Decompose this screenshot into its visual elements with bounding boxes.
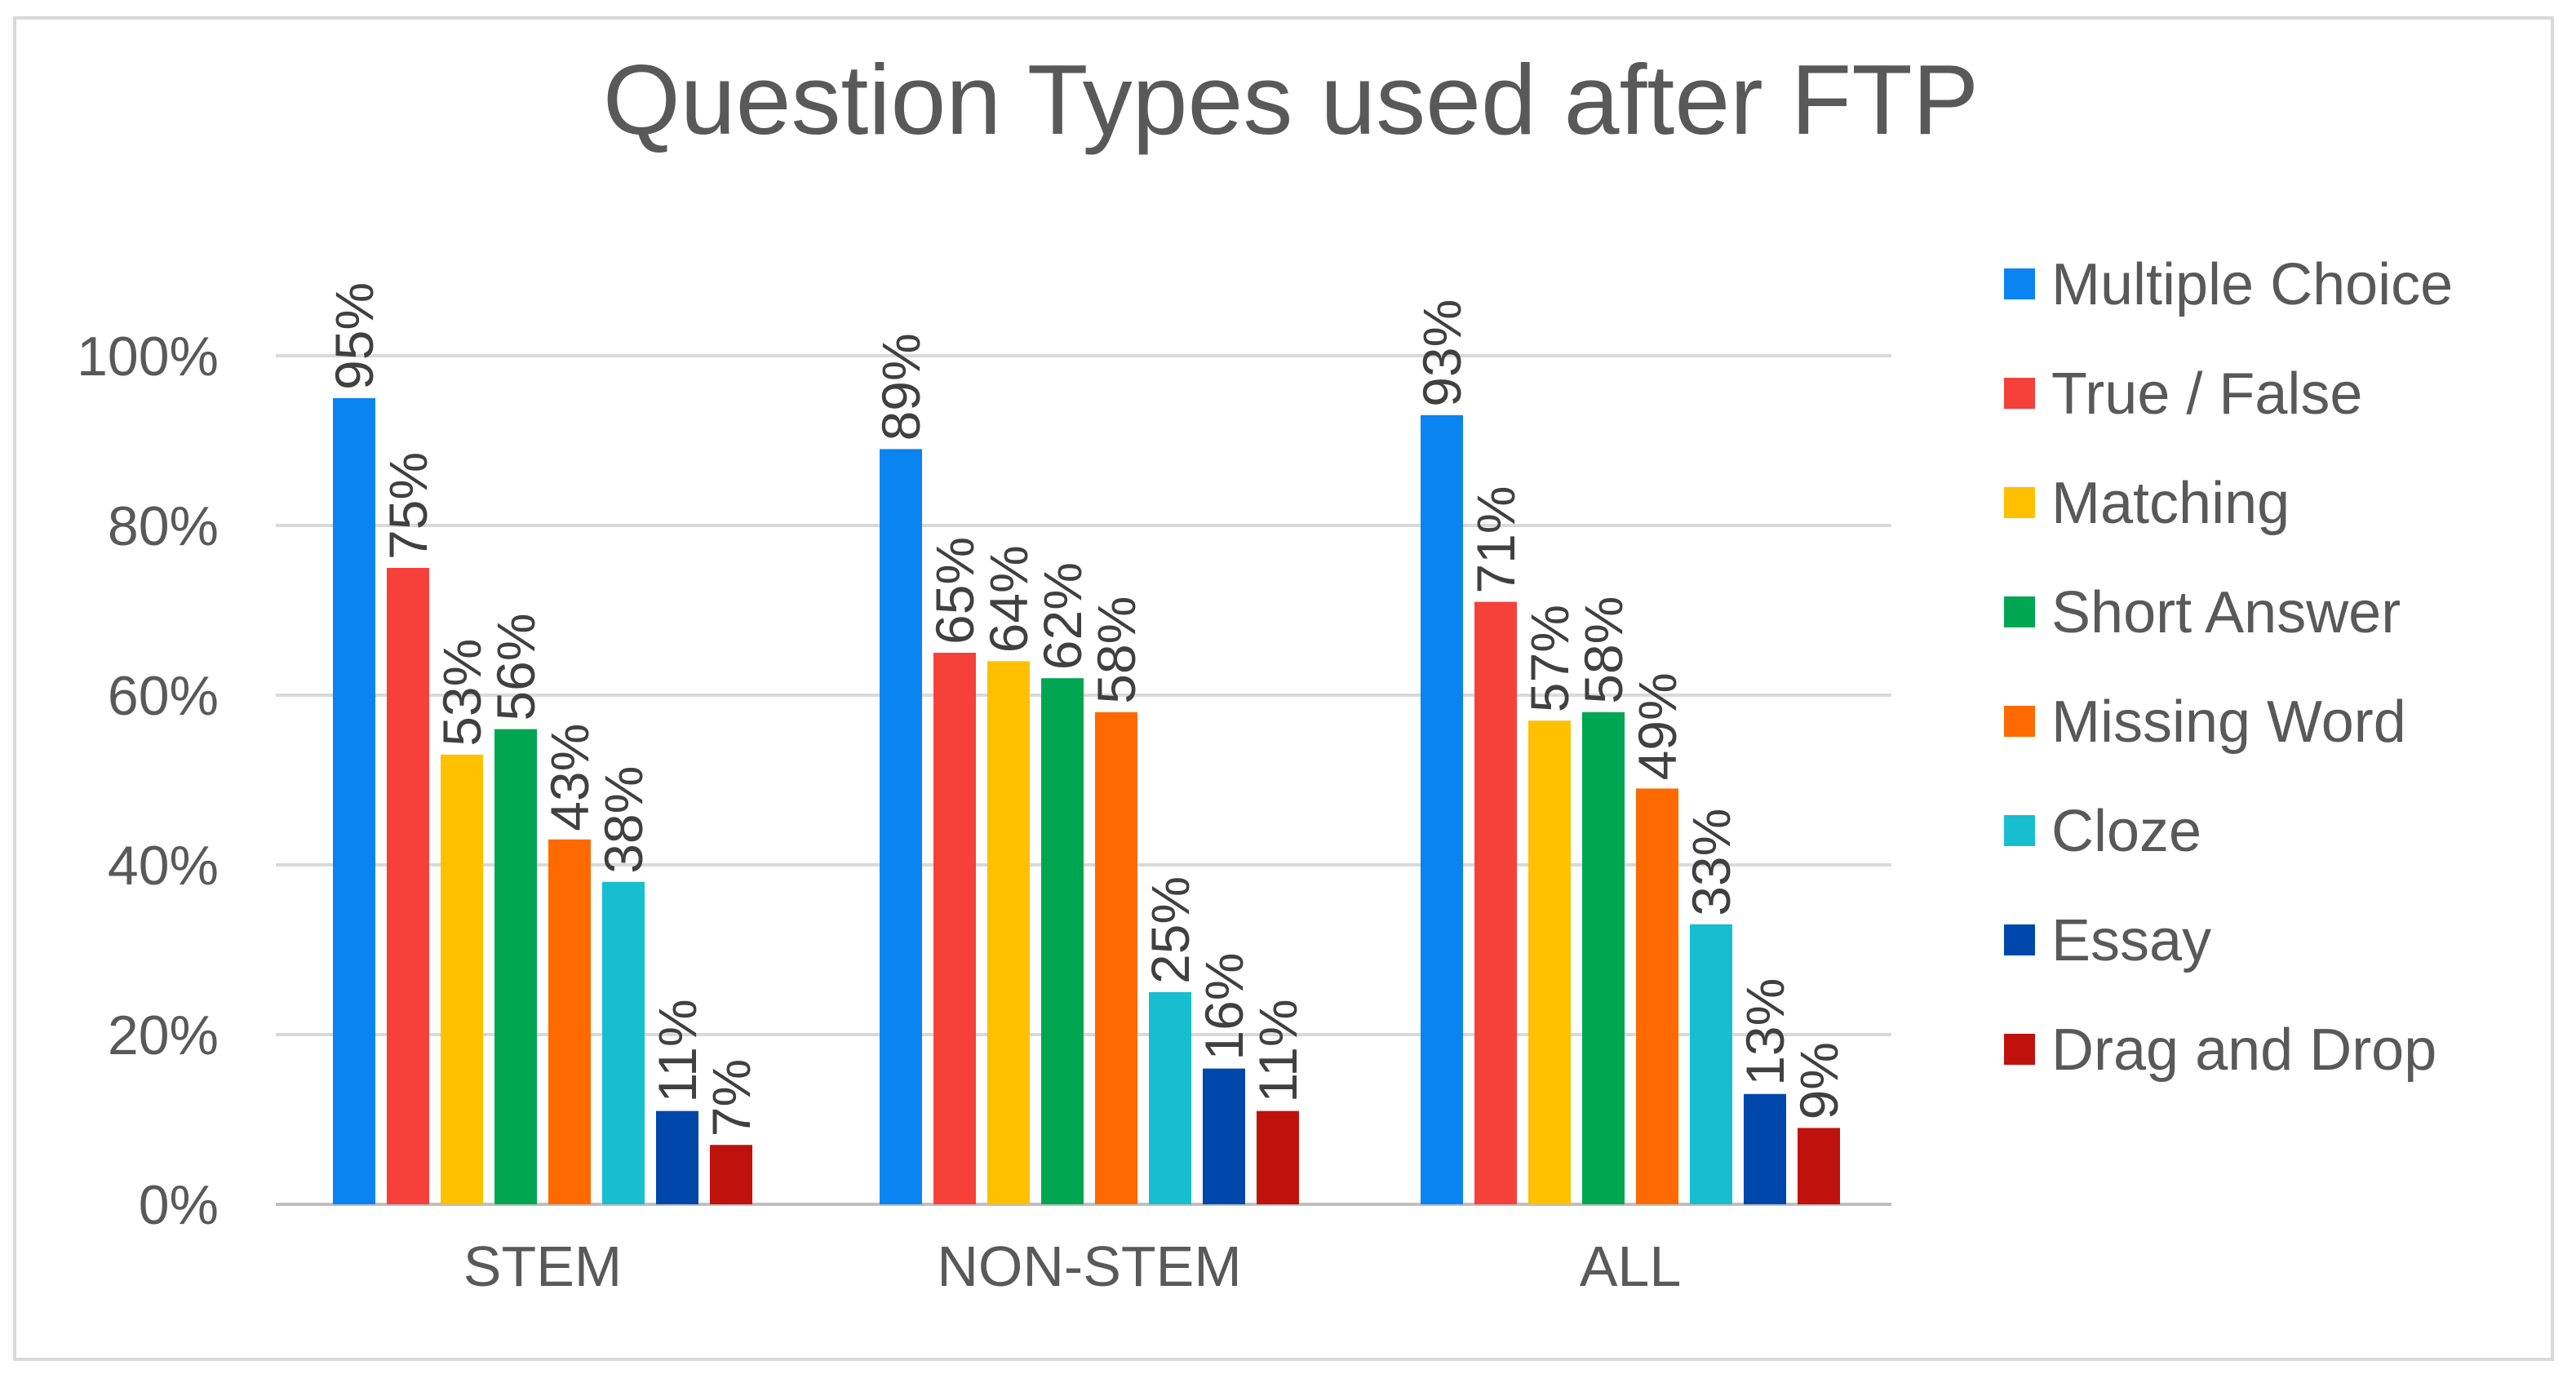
data-label: 62% bbox=[1032, 562, 1093, 670]
legend-label: Multiple Choice bbox=[2051, 252, 2453, 317]
data-label: 93% bbox=[1412, 299, 1472, 407]
bar-true-false-non-stem bbox=[933, 653, 976, 1204]
data-label: 71% bbox=[1465, 485, 1526, 593]
bar-matching-all bbox=[1528, 720, 1571, 1204]
category-label: ALL bbox=[1580, 1235, 1682, 1298]
data-label: 49% bbox=[1627, 672, 1687, 780]
data-label: 33% bbox=[1681, 809, 1741, 916]
data-label: 58% bbox=[1573, 596, 1634, 704]
data-label: 58% bbox=[1086, 596, 1146, 704]
bar-matching-stem bbox=[441, 754, 483, 1204]
legend-label: Cloze bbox=[2051, 799, 2201, 864]
legend-swatch bbox=[2004, 268, 2035, 299]
y-tick-label: 60% bbox=[108, 665, 219, 727]
bar-multiple-choice-stem bbox=[333, 398, 375, 1204]
chart-title: Question Types used after FTP bbox=[603, 44, 1979, 155]
data-label: 11% bbox=[1248, 999, 1308, 1102]
bar-drag-and-drop-stem bbox=[710, 1145, 752, 1204]
category-label: NON-STEM bbox=[937, 1235, 1241, 1298]
bar-cloze-all bbox=[1690, 924, 1732, 1204]
data-label: 95% bbox=[324, 282, 384, 390]
data-label: 7% bbox=[701, 1059, 761, 1137]
data-labels: 95%75%53%56%43%38%11%7%89%65%64%62%58%25… bbox=[324, 282, 1849, 1137]
legend-label: Essay bbox=[2051, 908, 2211, 973]
bar-multiple-choice-non-stem bbox=[880, 449, 922, 1204]
y-tick-label: 40% bbox=[108, 835, 219, 897]
legend: Multiple Choice True / False Matching Short… bbox=[2004, 252, 2453, 1083]
bar-short-answer-all bbox=[1582, 711, 1625, 1204]
bar-missing-word-all bbox=[1636, 788, 1678, 1204]
bar-drag-and-drop-non-stem bbox=[1257, 1110, 1299, 1204]
data-label: 75% bbox=[378, 452, 438, 560]
data-label: 53% bbox=[432, 639, 492, 747]
bar-cloze-non-stem bbox=[1149, 992, 1191, 1204]
data-label: 11% bbox=[647, 999, 707, 1102]
data-label: 16% bbox=[1194, 952, 1254, 1060]
data-label: 64% bbox=[978, 545, 1039, 653]
y-tick-label: 100% bbox=[77, 326, 219, 388]
legend-swatch bbox=[2004, 487, 2035, 518]
bar-true-false-stem bbox=[387, 568, 429, 1204]
legend-label: Matching bbox=[2051, 471, 2290, 536]
bar-essay-non-stem bbox=[1203, 1068, 1245, 1204]
legend-label: True / False bbox=[2051, 361, 2362, 427]
bars bbox=[333, 398, 1840, 1204]
data-label: 13% bbox=[1735, 978, 1795, 1086]
bar-missing-word-non-stem bbox=[1095, 711, 1137, 1204]
legend-label: Drag and Drop bbox=[2051, 1017, 2436, 1083]
bar-matching-non-stem bbox=[987, 661, 1030, 1204]
chart-canvas: Question Types used after FTP 0% 20% 40% 60… bbox=[77, 44, 2453, 1298]
y-axis-tick-labels: 0% 20% 40% 60% 80% 100% bbox=[77, 326, 219, 1236]
legend-swatch bbox=[2004, 706, 2035, 737]
data-label: 56% bbox=[485, 613, 546, 720]
y-tick-label: 80% bbox=[108, 495, 219, 557]
bar-essay-all bbox=[1744, 1093, 1786, 1204]
bar-true-false-all bbox=[1474, 601, 1517, 1204]
data-label: 43% bbox=[539, 724, 600, 831]
y-tick-label: 20% bbox=[108, 1004, 219, 1066]
data-label: 65% bbox=[924, 537, 985, 645]
legend-swatch bbox=[2004, 596, 2035, 627]
legend-swatch bbox=[2004, 1034, 2035, 1065]
bar-drag-and-drop-all bbox=[1798, 1128, 1840, 1204]
data-label: 38% bbox=[593, 766, 654, 874]
legend-label: Short Answer bbox=[2051, 580, 2401, 645]
data-label: 9% bbox=[1789, 1042, 1849, 1119]
bar-short-answer-stem bbox=[494, 729, 537, 1204]
bar-cloze-stem bbox=[602, 881, 645, 1204]
legend-swatch bbox=[2004, 815, 2035, 846]
data-label: 25% bbox=[1140, 876, 1200, 984]
legend-label: Missing Word bbox=[2051, 689, 2406, 755]
category-labels: STEM NON-STEM ALL bbox=[463, 1235, 1682, 1298]
data-label: 57% bbox=[1519, 605, 1580, 712]
bar-essay-stem bbox=[656, 1110, 698, 1204]
legend-swatch bbox=[2004, 378, 2035, 409]
chart-frame: Question Types used after FTP 0% 20% 40% 60… bbox=[13, 16, 2554, 1361]
bar-multiple-choice-all bbox=[1421, 414, 1463, 1204]
legend-swatch bbox=[2004, 924, 2035, 955]
category-label: STEM bbox=[463, 1235, 622, 1298]
data-label: 89% bbox=[871, 333, 931, 441]
bar-short-answer-non-stem bbox=[1041, 678, 1084, 1204]
bar-missing-word-stem bbox=[548, 839, 591, 1204]
y-tick-label: 0% bbox=[139, 1174, 219, 1236]
